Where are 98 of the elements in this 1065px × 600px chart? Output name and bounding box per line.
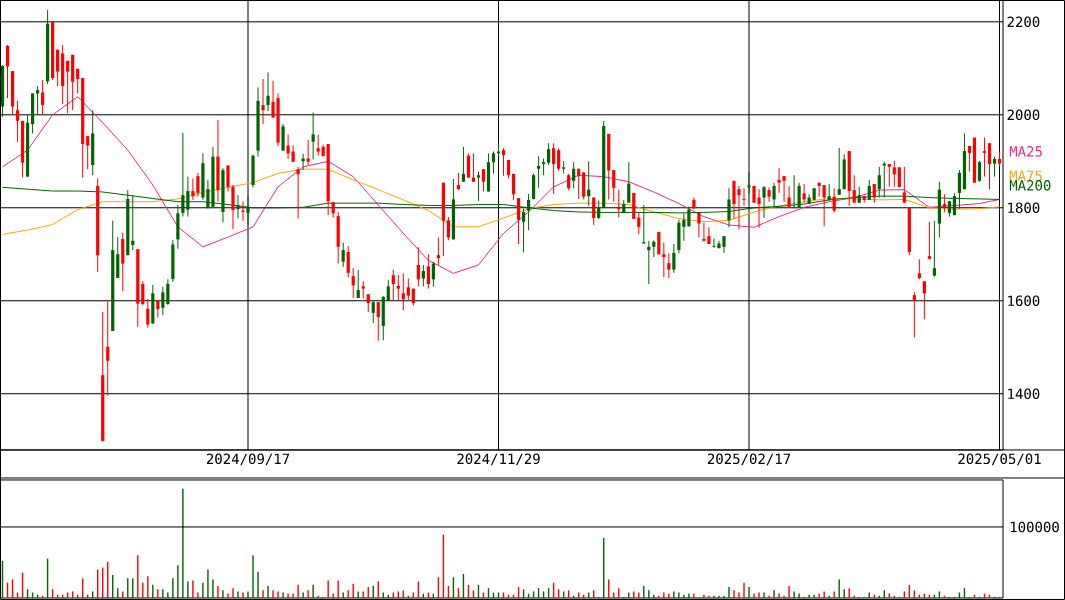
candlestick (446, 216, 451, 241)
candlestick (301, 153, 305, 171)
candlestick (476, 171, 481, 202)
x-tick-label: 2025/02/17 (707, 453, 791, 466)
candlestick (932, 220, 936, 278)
candlestick (987, 142, 992, 190)
candlestick (5, 44, 10, 99)
candlestick (426, 253, 430, 290)
candlestick (376, 301, 380, 342)
candlestick (15, 100, 20, 143)
candlestick (647, 240, 651, 285)
candlestick (501, 147, 506, 177)
candlestick (261, 78, 265, 125)
candlestick (557, 147, 561, 172)
candlestick (552, 142, 556, 195)
candlestick (436, 237, 440, 266)
candlestick (371, 299, 375, 324)
candlestick (902, 166, 906, 204)
candlestick (356, 269, 360, 299)
y-tick-label: 2200 (1007, 16, 1040, 28)
candlestick (241, 201, 245, 222)
candlestick (40, 79, 45, 116)
candlestick (226, 164, 230, 193)
candlestick (471, 152, 476, 183)
candlestick (341, 242, 345, 268)
candlestick (391, 269, 395, 301)
candlestick (992, 156, 997, 178)
candlestick (536, 155, 541, 189)
candlestick (116, 236, 120, 279)
candlestick (612, 169, 616, 203)
candlestick (66, 60, 70, 114)
x-tick-label: 2024/11/29 (457, 453, 540, 466)
candlestick (311, 111, 315, 160)
candlestick (306, 139, 310, 166)
candlestick (977, 160, 982, 183)
candlestick (351, 267, 355, 299)
candlestick (837, 147, 841, 196)
candlestick (416, 246, 420, 287)
candlestick (967, 145, 972, 173)
candlestick (887, 163, 891, 188)
candlestick (141, 280, 145, 306)
candlestick (547, 142, 551, 166)
y-tick-label: 1800 (1008, 202, 1040, 214)
candlestick (982, 137, 987, 178)
y-tick-label: 1400 (1008, 388, 1040, 400)
candlestick (406, 277, 410, 301)
series-label: MA75 (1009, 170, 1042, 182)
candlestick (892, 160, 896, 188)
x-tick-label: 2024/09/17 (206, 453, 290, 466)
candlestick (942, 193, 947, 213)
candlestick (296, 166, 300, 219)
candlestick (491, 151, 496, 174)
candlestick (511, 173, 516, 201)
series-label: MA200 (1009, 180, 1051, 191)
candlestick (912, 291, 916, 338)
candlestick (667, 252, 671, 279)
candlestick (166, 278, 170, 306)
candlestick (822, 184, 826, 227)
candlestick (672, 243, 676, 274)
candlestick (922, 280, 926, 320)
candlestick (266, 72, 270, 112)
candlestick (927, 221, 931, 260)
candlestick (516, 197, 521, 245)
text: 100000 (1010, 521, 1059, 533)
candlestick (917, 258, 921, 280)
candlestick (531, 172, 536, 200)
candlestick (76, 68, 80, 94)
candlestick (697, 211, 701, 239)
candlestick (662, 242, 666, 278)
candlestick (627, 161, 631, 204)
candlestick (742, 187, 746, 207)
candlestick (787, 185, 791, 208)
candlestick (767, 186, 771, 203)
y-tick-label: 1600 (1008, 295, 1040, 307)
x-tick-label: 2025/05/01 (958, 453, 1041, 466)
candlestick (592, 197, 596, 226)
candlestick (396, 274, 400, 301)
candlestick (872, 183, 876, 204)
candlestick (86, 135, 90, 170)
candlestick (231, 184, 235, 230)
candlestick (401, 272, 405, 311)
candlestick (852, 174, 856, 204)
candlestick (481, 168, 486, 193)
candlestick (161, 286, 165, 316)
candlestick (802, 183, 806, 204)
candlestick (56, 49, 60, 87)
candlestick (35, 85, 40, 116)
candlestick (461, 146, 466, 183)
candlestick (346, 245, 350, 279)
candlestick (466, 152, 471, 179)
candlestick (316, 134, 320, 157)
candlestick (832, 187, 836, 213)
candlestick (747, 171, 751, 195)
candlestick (637, 211, 641, 235)
text: MA25 (1009, 146, 1042, 157)
candlestick (106, 299, 110, 397)
y-tick-label: 2000 (1007, 109, 1040, 121)
candlestick (572, 161, 576, 189)
